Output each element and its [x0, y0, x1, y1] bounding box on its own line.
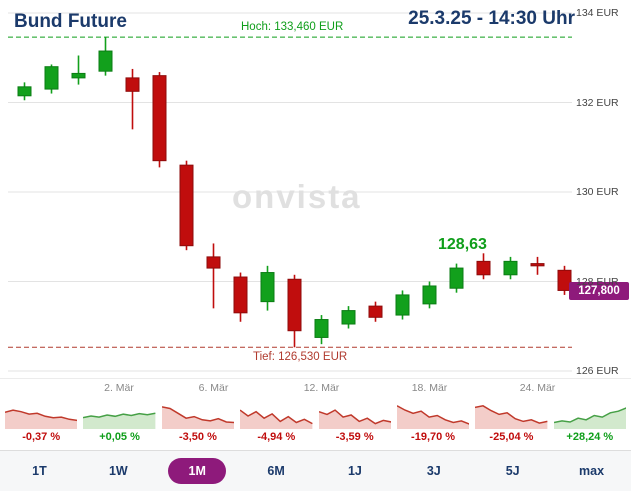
candle-14.3 — [368, 305, 383, 318]
tab-1M[interactable]: 1M — [158, 458, 237, 484]
sparkline-1W — [83, 399, 156, 429]
candle-26.2 — [44, 66, 59, 90]
candle-12.3 — [314, 319, 329, 338]
candle-20.3 — [476, 260, 491, 276]
tab-max[interactable]: max — [552, 458, 631, 484]
period-change-1J: -3,59 % — [335, 431, 374, 443]
price-chart-area: Bund Future 25.3.25 - 14:30 Uhr onvista … — [0, 0, 631, 396]
divider — [0, 450, 631, 451]
tab-1J[interactable]: 1J — [316, 458, 395, 484]
period-change-5J: -25,04 % — [489, 431, 534, 443]
candle-11.3 — [287, 278, 302, 332]
candlestick-chart[interactable] — [0, 0, 631, 396]
candle-25.3 — [557, 269, 572, 291]
y-axis-label: 132 EUR — [576, 96, 619, 109]
period-high-label: Hoch: 133,460 EUR — [241, 21, 344, 34]
period-preview-1W[interactable]: +0,05 % — [83, 399, 156, 446]
instrument-title: Bund Future — [14, 11, 127, 32]
candle-24.3 — [530, 263, 545, 267]
last-price-badge: 127,800 — [569, 282, 629, 301]
sparkline-1J — [318, 399, 391, 429]
y-axis-label: 128 EUR — [576, 275, 619, 288]
y-axis-label: 126 EUR — [576, 365, 619, 377]
tab-label-1T[interactable]: 1T — [32, 464, 47, 478]
period-preview-5J[interactable]: -25,04 % — [475, 399, 548, 446]
period-preview-1M[interactable]: -3,50 % — [161, 399, 235, 446]
period-preview-max[interactable]: +28,24 % — [553, 399, 626, 446]
period-preview-row: -0,37 % +0,05 % -3,50 % -4,94 % -3,59 % -19,7… — [0, 396, 631, 446]
tab-6M[interactable]: 6M — [237, 458, 316, 484]
period-preview-1J[interactable]: -3,59 % — [318, 399, 391, 446]
period-change-max: +28,24 % — [566, 431, 614, 443]
candle-3.3 — [125, 77, 140, 92]
y-axis-label: 134 EUR — [576, 7, 619, 19]
candle-25.2 — [17, 86, 32, 97]
candle-10.3 — [260, 272, 275, 303]
period-preview-6M[interactable]: -4,94 % — [240, 399, 313, 446]
period-change-6M: -4,94 % — [257, 431, 296, 443]
period-change-1T: -0,37 % — [22, 431, 61, 443]
sparkline-3J — [396, 399, 470, 429]
candle-17.3 — [395, 294, 410, 316]
tab-label-5J[interactable]: 5J — [505, 464, 520, 478]
x-axis-label: 24. Mär — [519, 382, 556, 394]
sparkline-6M — [240, 399, 313, 429]
candle-27.2 — [71, 72, 86, 79]
sparkline-max — [553, 399, 626, 429]
candle-21.3 — [503, 260, 518, 276]
candle-7.3 — [233, 276, 248, 314]
period-low-label: Tief: 126,530 EUR — [253, 351, 348, 364]
tab-label-6M[interactable]: 6M — [267, 464, 285, 478]
x-axis-label: 2. Mär — [104, 382, 134, 394]
sparkline-1M — [161, 399, 235, 429]
tab-label-1J[interactable]: 1J — [347, 464, 362, 478]
tab-label-3J[interactable]: 3J — [426, 464, 441, 478]
tab-label-1W[interactable]: 1W — [108, 464, 128, 478]
period-change-3J: -19,70 % — [411, 431, 456, 443]
tab-label-max[interactable]: max — [579, 464, 605, 478]
period-change-1M: -3,50 % — [178, 431, 217, 443]
quote-timestamp: 25.3.25 - 14:30 Uhr — [408, 8, 575, 29]
tab-1T[interactable]: 1T — [0, 458, 79, 484]
tab-5J[interactable]: 5J — [473, 458, 552, 484]
candle-6.3 — [206, 256, 221, 269]
x-axis-label: 18. Mär — [411, 382, 448, 394]
tab-3J[interactable]: 3J — [394, 458, 473, 484]
candle-13.3 — [341, 310, 356, 325]
candle-5.3 — [179, 164, 194, 247]
recent-high-price-label: 128,63 — [438, 236, 487, 254]
candle-4.3 — [152, 75, 167, 162]
sparkline-5J — [475, 399, 548, 429]
x-axis-label: 12. Mär — [303, 382, 340, 394]
candle-18.3 — [422, 285, 437, 305]
tab-label-1M[interactable]: 1M — [168, 458, 227, 484]
candle-19.3 — [449, 267, 464, 289]
candle-28.2 — [98, 50, 113, 72]
tab-1W[interactable]: 1W — [79, 458, 158, 484]
period-preview-1T[interactable]: -0,37 % — [5, 399, 78, 446]
period-preview-3J[interactable]: -19,70 % — [396, 399, 470, 446]
sparkline-1T — [5, 399, 78, 429]
period-change-1W: +0,05 % — [99, 431, 140, 443]
x-axis-line — [0, 378, 631, 379]
x-axis-label: 6. Mär — [198, 382, 229, 394]
period-tab-bar: 1T 1W 1M 6M 1J 3J 5J max — [0, 451, 631, 491]
y-axis-label: 130 EUR — [576, 186, 619, 198]
